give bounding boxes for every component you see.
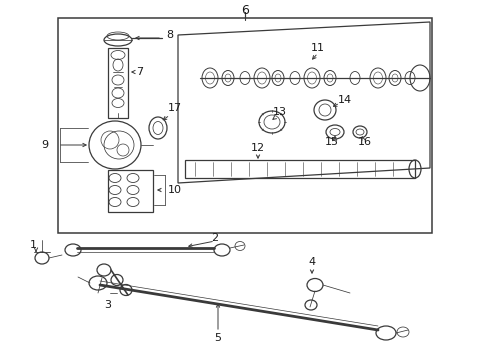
Bar — [58, 18, 432, 233]
Text: 6: 6 — [241, 4, 249, 17]
Text: 14: 14 — [338, 95, 352, 105]
Text: 13: 13 — [273, 107, 287, 117]
Text: 1: 1 — [29, 240, 36, 250]
Text: 3: 3 — [104, 300, 112, 310]
Text: 5: 5 — [215, 333, 221, 343]
Bar — [185, 160, 415, 178]
Bar — [108, 170, 153, 212]
Text: 15: 15 — [325, 137, 339, 147]
Text: 7: 7 — [136, 67, 144, 77]
Bar — [108, 48, 128, 118]
Text: 10: 10 — [168, 185, 182, 195]
Text: 8: 8 — [167, 30, 173, 40]
Text: 12: 12 — [251, 143, 265, 153]
Text: 4: 4 — [308, 257, 316, 267]
Text: 16: 16 — [358, 137, 372, 147]
Text: 17: 17 — [168, 103, 182, 113]
Text: 11: 11 — [311, 43, 325, 53]
Text: 9: 9 — [42, 140, 49, 150]
Text: 2: 2 — [212, 233, 219, 243]
